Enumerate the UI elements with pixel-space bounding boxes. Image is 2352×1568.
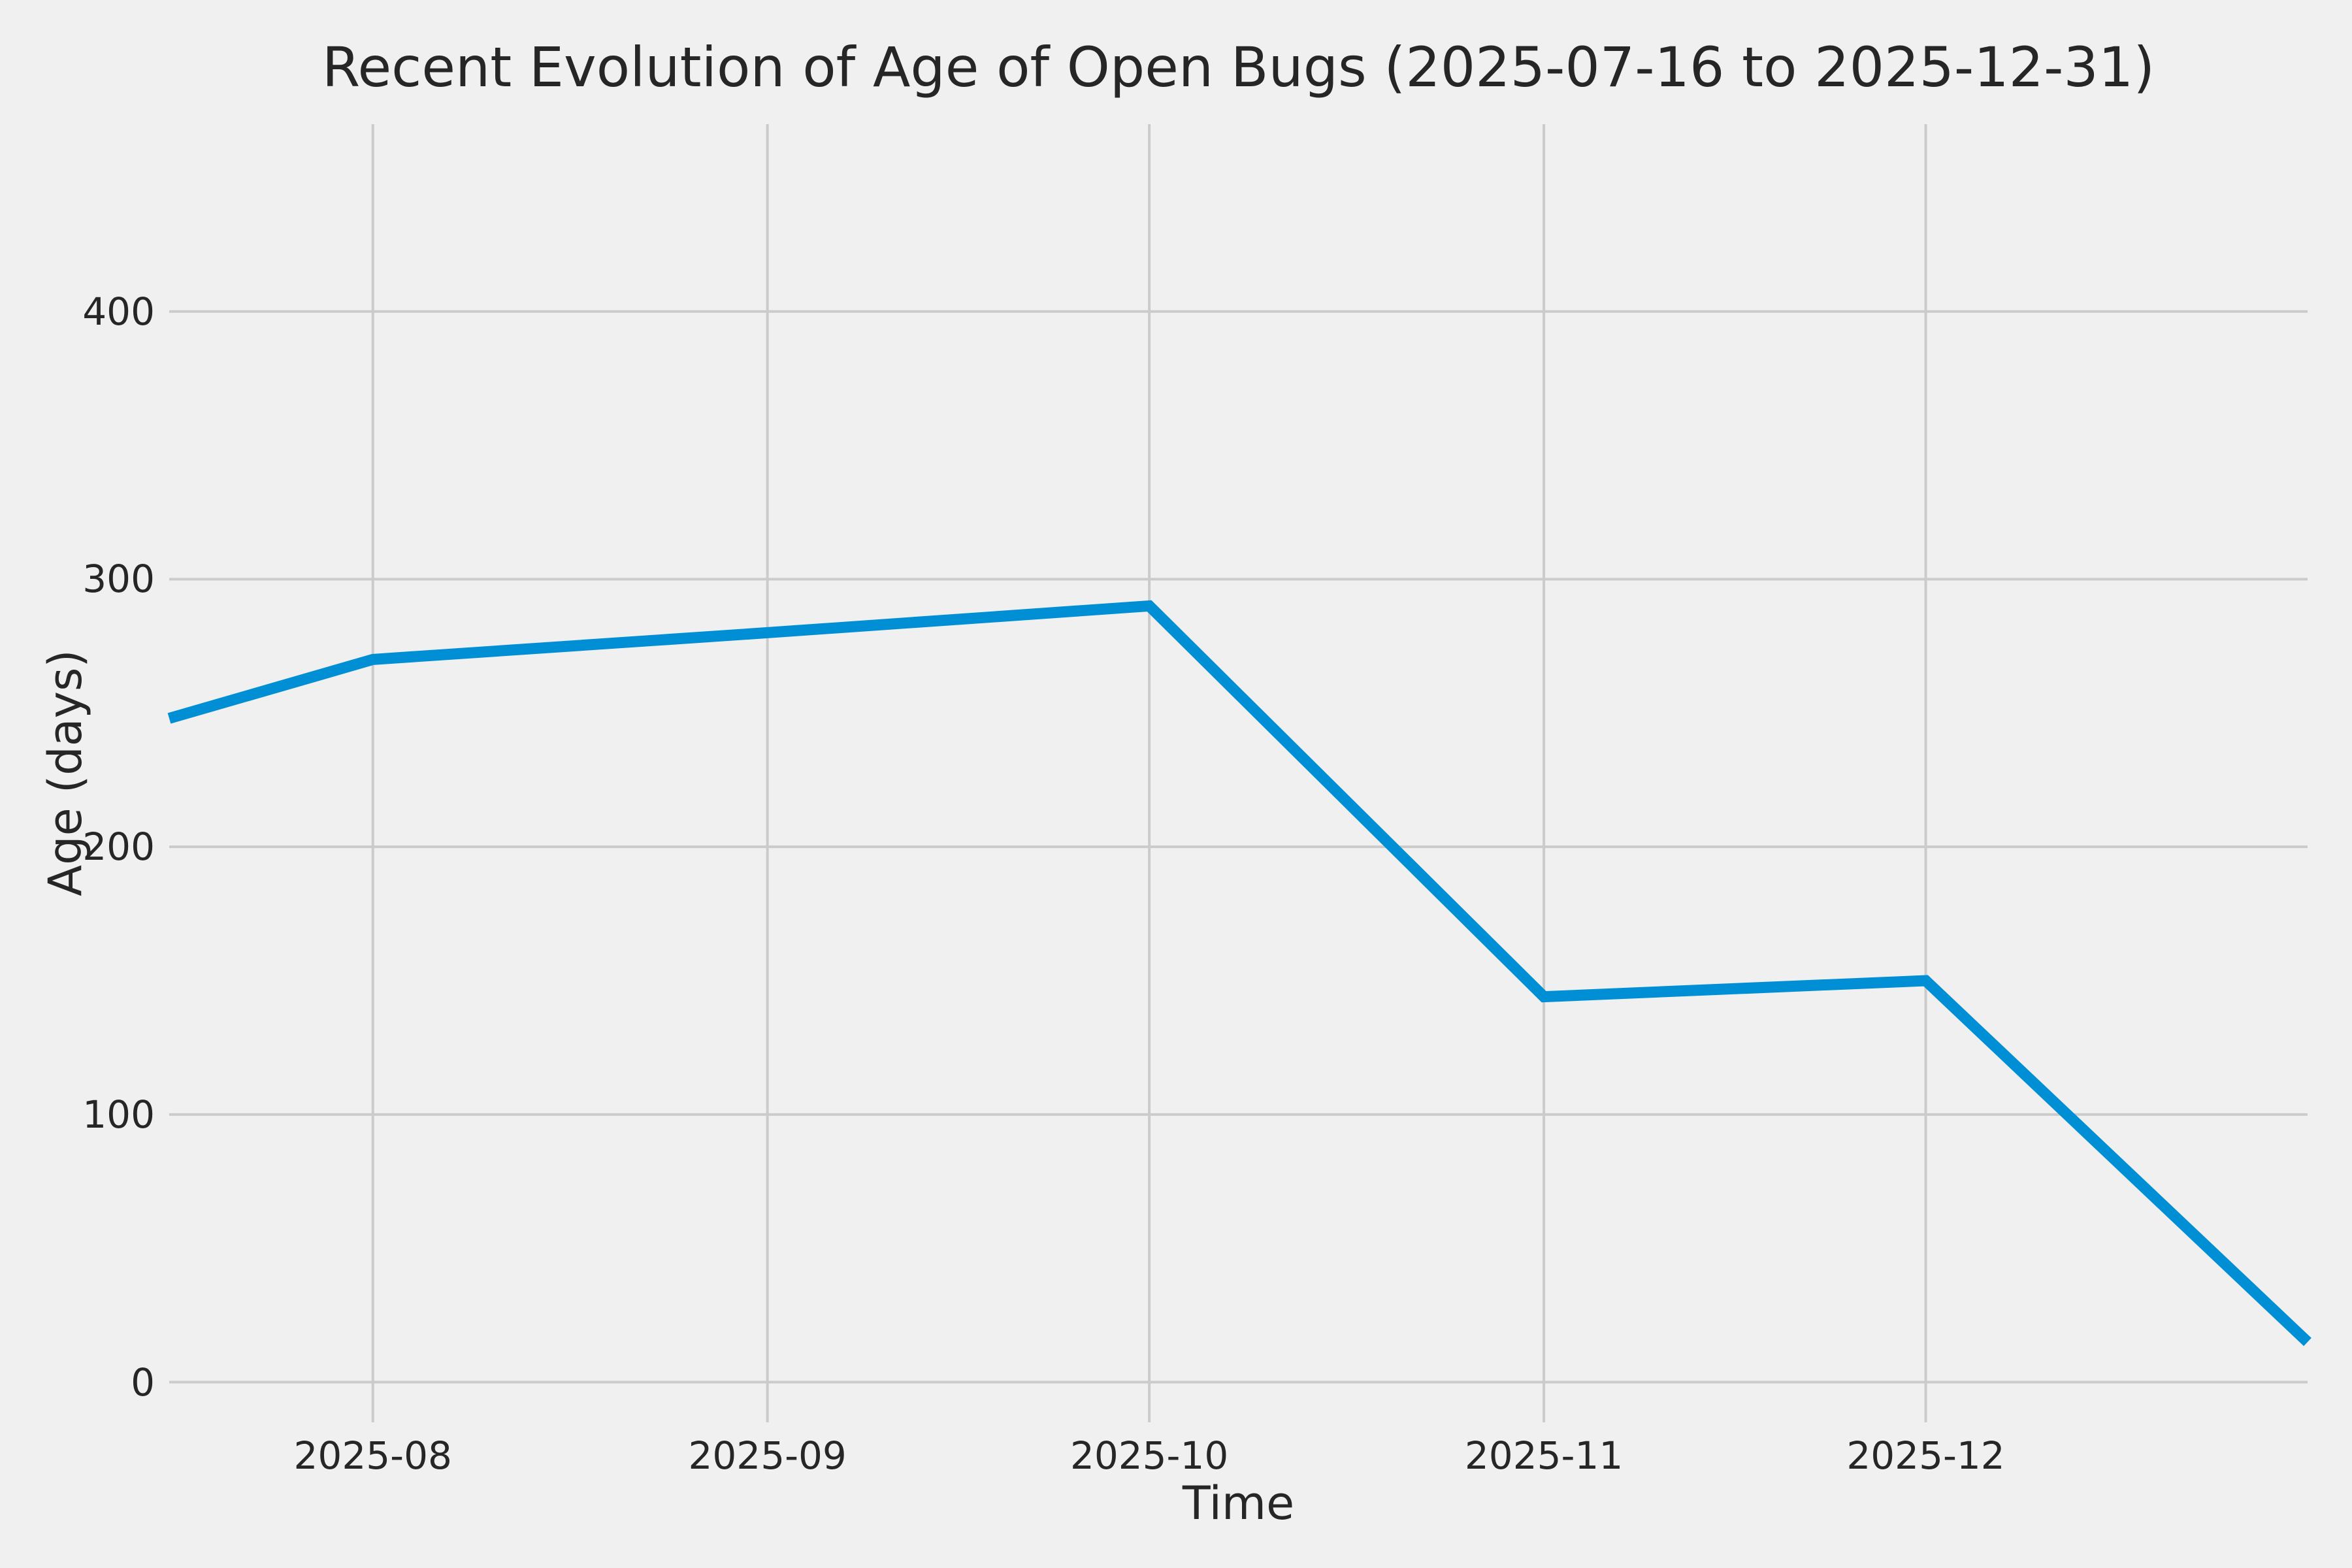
y-tick-label: 100 [82,1092,155,1137]
x-tick-label: 2025-12 [1846,1433,2005,1478]
y-tick-label: 400 [82,289,155,334]
x-tick-label: 2025-09 [688,1433,847,1478]
x-tick-label: 2025-11 [1464,1433,1624,1478]
x-axis-label: Time [1182,1477,1295,1530]
chart-title: Recent Evolution of Age of Open Bugs (20… [321,35,2155,99]
y-tick-label: 200 [82,825,155,870]
x-tick-label: 2025-08 [293,1433,452,1478]
y-tick-label: 0 [131,1360,155,1405]
y-tick-label: 300 [82,557,155,602]
data-line-age-of-open-bugs [167,600,2311,1347]
x-tick-label: 2025-10 [1070,1433,1229,1478]
